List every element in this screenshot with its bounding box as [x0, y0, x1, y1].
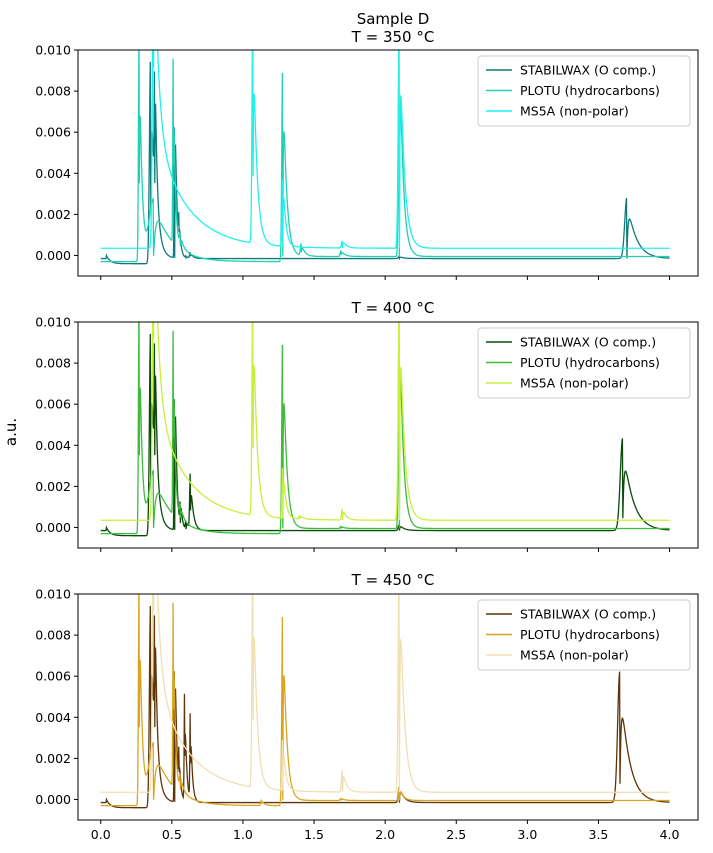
axes-frame	[77, 321, 699, 549]
series-line	[100, 594, 670, 793]
y-tick-label: 0.006	[35, 397, 71, 412]
y-tick-label: 0.004	[35, 438, 71, 453]
y-tick-label: 0.006	[35, 125, 71, 140]
y-tick-label: 0.004	[35, 166, 71, 181]
legend-label: PLOTU (hydrocarbons)	[520, 83, 660, 98]
legend-label: PLOTU (hydrocarbons)	[520, 627, 660, 642]
y-tick-label: 0.000	[35, 520, 71, 535]
x-tick-label: 2.0	[375, 827, 395, 842]
legend-label: MS5A (non-polar)	[520, 648, 629, 663]
y-tick-label: 0.008	[35, 84, 71, 99]
legend-box	[477, 327, 691, 399]
series-line	[100, 50, 670, 249]
legend-label: MS5A (non-polar)	[520, 104, 629, 119]
series-group	[100, 594, 670, 809]
series-group	[100, 50, 670, 265]
y-tick-label: 0.000	[35, 248, 71, 263]
y-axis-label: a.u.	[2, 418, 20, 446]
y-tick-label: 0.008	[35, 628, 71, 643]
x-tick-label: 3.5	[589, 827, 609, 842]
legend-label: STABILWAX (O comp.)	[520, 335, 656, 350]
legend-box	[477, 599, 691, 671]
y-tick-label: 0.010	[35, 43, 71, 58]
series-line	[100, 594, 670, 807]
panel-350: T = 350 °C 0.000 0.002 0.004 0.006 0.008 0.01…	[35, 28, 699, 280]
x-tick-label: 0.0	[91, 827, 111, 842]
x-tick-label: 3.0	[517, 827, 537, 842]
axes-frame	[77, 49, 699, 277]
series-line	[100, 333, 670, 537]
x-tick-label: 1.5	[304, 827, 324, 842]
panel-title: T = 450 °C	[351, 571, 435, 589]
panel-400: T = 400 °C 0.000 0.002 0.004 0.006 0.008 0.01…	[35, 299, 699, 552]
y-tick-label: 0.004	[35, 710, 71, 725]
legend-box	[477, 55, 691, 127]
series-line	[100, 322, 670, 521]
y-tick-label: 0.002	[35, 207, 71, 222]
series-line	[100, 50, 670, 263]
x-tick-label: 2.5	[446, 827, 466, 842]
y-tick-label: 0.006	[35, 669, 71, 684]
series-group	[100, 322, 670, 537]
series-line	[100, 61, 670, 265]
y-tick-label: 0.008	[35, 356, 71, 371]
axes-frame	[77, 593, 699, 821]
panel-450: T = 450 °C 0.0000.0020.0040.0060.0080.01…	[35, 571, 699, 842]
figure-suptitle: Sample D	[357, 10, 430, 28]
x-tick-label: 4.0	[660, 827, 680, 842]
y-tick-label: 0.010	[35, 315, 71, 330]
y-tick-label: 0.002	[35, 479, 71, 494]
panel-title: T = 350 °C	[351, 28, 435, 46]
y-tick-label: 0.010	[35, 587, 71, 602]
legend-label: PLOTU (hydrocarbons)	[520, 355, 660, 370]
legend-label: MS5A (non-polar)	[520, 376, 629, 391]
panel-title: T = 400 °C	[351, 299, 435, 317]
legend-label: STABILWAX (O comp.)	[520, 63, 656, 78]
series-line	[100, 605, 670, 809]
y-tick-label: 0.002	[35, 751, 71, 766]
y-tick-label: 0.000	[35, 792, 71, 807]
series-line	[100, 322, 670, 535]
legend-label: STABILWAX (O comp.)	[520, 607, 656, 622]
x-tick-label: 1.0	[233, 827, 253, 842]
x-tick-label: 0.5	[162, 827, 182, 842]
